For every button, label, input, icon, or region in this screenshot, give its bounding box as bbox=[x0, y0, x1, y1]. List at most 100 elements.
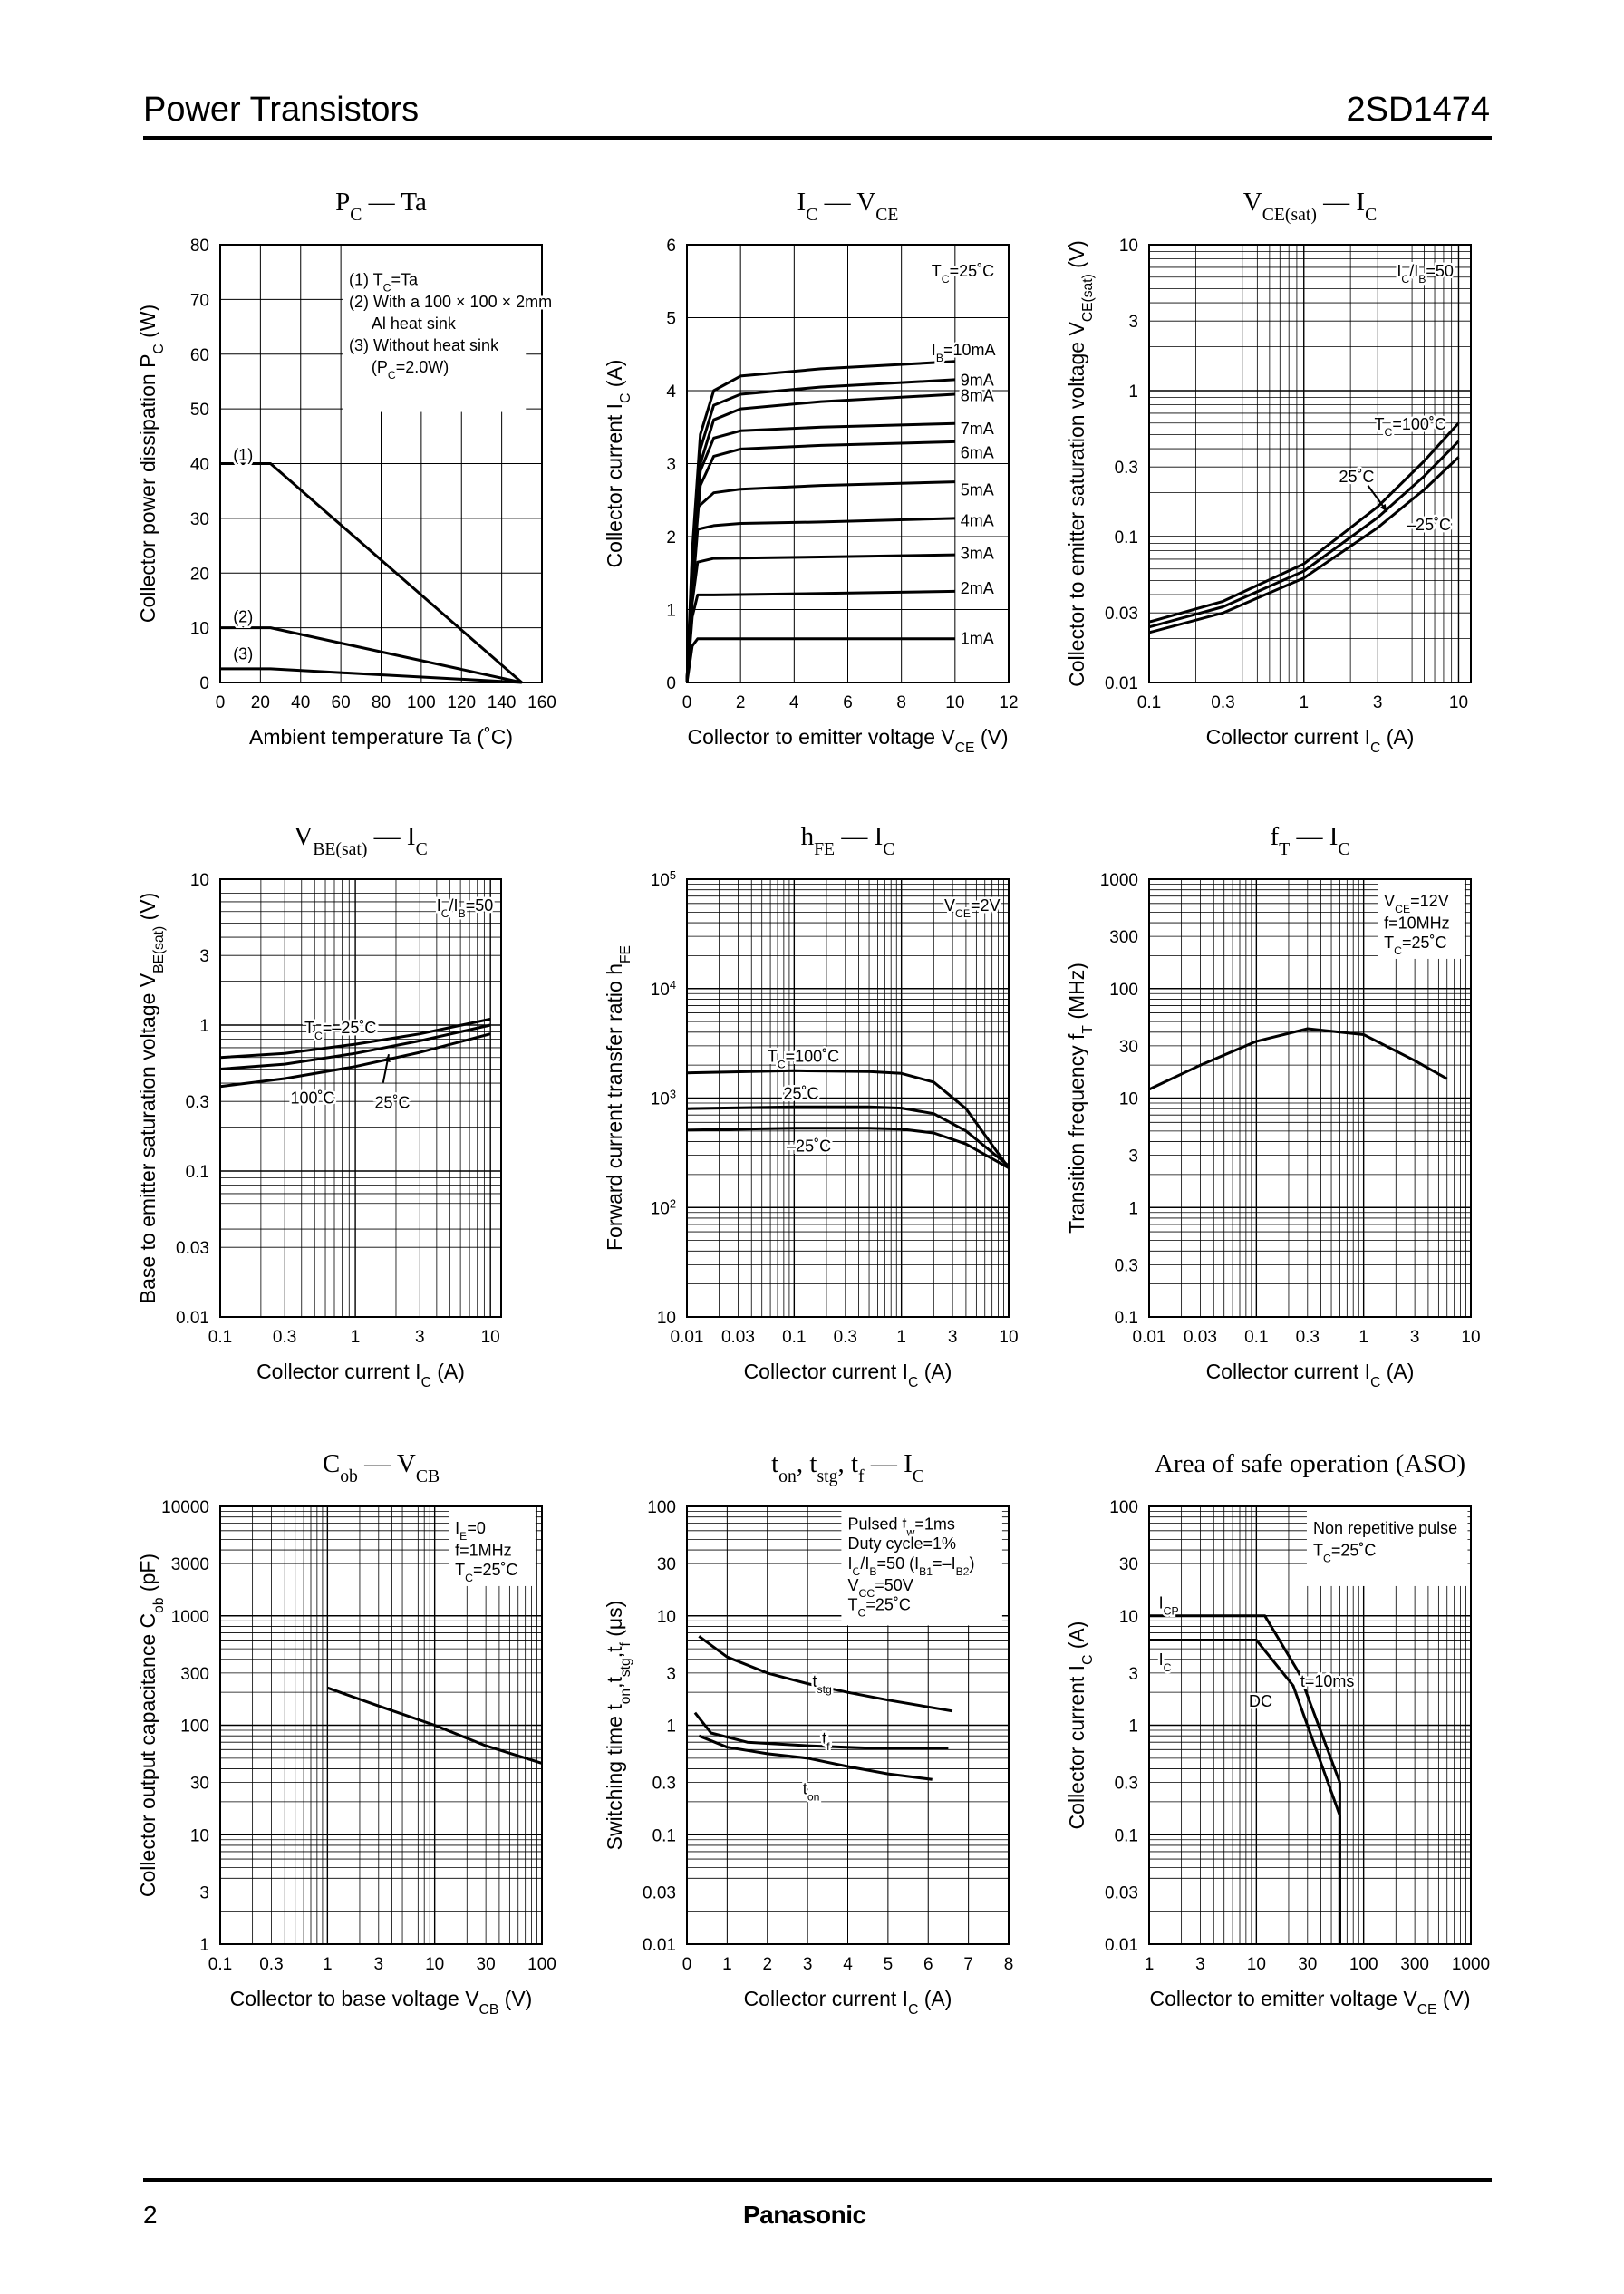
x-tick-label: 1 bbox=[896, 1328, 906, 1347]
series-line bbox=[1148, 1027, 1448, 1091]
series-line bbox=[220, 462, 523, 684]
x-tick-label: 160 bbox=[527, 693, 556, 712]
y-tick-label: 20 bbox=[190, 565, 209, 584]
series-line bbox=[1149, 1639, 1341, 1944]
series-group bbox=[220, 462, 523, 684]
x-tick-label: 8 bbox=[896, 693, 906, 712]
x-tick-label: 1 bbox=[351, 1328, 361, 1347]
header-title: Power Transistors bbox=[143, 91, 420, 129]
annotation-label: tstg bbox=[812, 1672, 832, 1696]
series-line bbox=[698, 1734, 933, 1781]
annotation-label: DC bbox=[1249, 1692, 1272, 1710]
annotation-label: TC=100˚C bbox=[1375, 415, 1446, 439]
series-line bbox=[1148, 456, 1460, 634]
y-tick-label: 5 bbox=[666, 310, 676, 329]
y-tick-label: 80 bbox=[190, 237, 209, 256]
series-line bbox=[685, 637, 955, 683]
y-tick-label: 3 bbox=[199, 1883, 209, 1902]
annotation-label: 1mA bbox=[961, 630, 994, 648]
y-tick-label: 2 bbox=[666, 528, 676, 547]
y-tick-label: 1 bbox=[1128, 1199, 1138, 1218]
y-tick-label: 0.3 bbox=[186, 1093, 209, 1112]
y-tick-label: 0.1 bbox=[652, 1826, 676, 1845]
series-line bbox=[698, 1635, 953, 1713]
x-axis-label: Collector to emitter voltage VCE (V) bbox=[687, 725, 1008, 756]
x-tick-label: 1 bbox=[1299, 693, 1309, 712]
series-line bbox=[219, 1023, 491, 1070]
annotation-label: 25˚C bbox=[375, 1093, 411, 1111]
x-tick-label: 80 bbox=[372, 693, 391, 712]
chart-aso: 1 3 10 30 100 300 1000 0.01 0.03 0.1 0.3 1 3 10 30 100 A… bbox=[1065, 1449, 1490, 2018]
series-group bbox=[326, 1686, 543, 1765]
annotation-label: Al heat sink bbox=[372, 315, 457, 333]
x-tick-label: 100 bbox=[407, 693, 436, 712]
series-group bbox=[1148, 421, 1460, 634]
x-tick-label: 10 bbox=[425, 1955, 444, 1974]
x-tick-label: 3 bbox=[1195, 1955, 1205, 1974]
plot-frame bbox=[219, 1505, 543, 1945]
x-tick-label: 0.1 bbox=[208, 1328, 232, 1347]
x-tick-label: 0.1 bbox=[1137, 693, 1161, 712]
y-tick-label: 100 bbox=[1109, 1498, 1138, 1517]
series-line bbox=[685, 553, 955, 683]
annotation-label: 25˚C bbox=[784, 1085, 819, 1103]
chart-title: Cob — VCB bbox=[323, 1449, 440, 1486]
x-tick-label: 3 bbox=[415, 1328, 425, 1347]
y-tick-label: 100 bbox=[180, 1718, 209, 1737]
y-tick-label: 3 bbox=[199, 947, 209, 966]
y-tick-label: 3 bbox=[1128, 1665, 1138, 1684]
y-tick-label: 3 bbox=[1128, 313, 1138, 332]
y-tick-label: 40 bbox=[190, 456, 209, 475]
chart-hfe_ic: 0.01 0.03 0.1 0.3 1 3 10 10 102 103 104 105 hFE — IC… bbox=[603, 822, 1019, 1390]
annotation-label: VCE=12V bbox=[1384, 892, 1449, 915]
y-axis-label: Base to emitter saturation voltage VBE(s… bbox=[136, 893, 167, 1304]
y-axis-label: Collector output capacitance Cob (pF) bbox=[136, 1554, 167, 1897]
series-line bbox=[220, 667, 522, 684]
x-tick-label: 3 bbox=[803, 1955, 813, 1974]
legend-box bbox=[1378, 880, 1464, 959]
y-tick-label: 0 bbox=[199, 674, 209, 693]
x-tick-label: 0.1 bbox=[782, 1328, 806, 1347]
footer-rule bbox=[143, 2178, 1492, 2182]
chart-switch_ic: 0 1 2 3 4 5 6 7 8 0.01 0.03 0.1 0.3 1 3 10 30 100 ton, tst… bbox=[603, 1449, 1013, 2018]
y-tick-label: 10 bbox=[190, 871, 209, 890]
annotation-label: (PC=2.0W) bbox=[372, 358, 449, 382]
annotation-label: (3) bbox=[233, 645, 253, 663]
chart-title: ton, tstg, tf — IC bbox=[771, 1449, 924, 1486]
annotation-label: 100˚C bbox=[291, 1089, 335, 1108]
y-tick-label: 0.1 bbox=[1115, 528, 1138, 547]
chart-title: VBE(sat) — IC bbox=[294, 822, 427, 859]
y-axis-label: Switching time ton,tstg,tf (μs) bbox=[603, 1601, 633, 1851]
x-tick-label: 120 bbox=[447, 693, 476, 712]
x-tick-label: 40 bbox=[291, 693, 310, 712]
y-tick-label: 1000 bbox=[171, 1608, 209, 1627]
chart-cob_vcb: 0.1 0.3 1 3 10 30 100 1 3 10 30 100 300 1000 3000 10000… bbox=[136, 1449, 556, 2018]
gridlines bbox=[1149, 245, 1471, 682]
x-tick-label: 1 bbox=[1358, 1328, 1368, 1347]
y-axis-label: Transition frequency fT (MHz) bbox=[1065, 963, 1096, 1234]
x-tick-label: 0.3 bbox=[273, 1328, 296, 1347]
chart-title: PC — Ta bbox=[335, 188, 427, 225]
chart-ft_ic: 0.01 0.03 0.1 0.3 1 3 10 0.1 0.3 1 3 10 30 100 300 1000… bbox=[1065, 822, 1481, 1390]
series-line bbox=[686, 1105, 1010, 1167]
chart-vcesat_ic: 0.1 0.3 1 3 10 0.01 0.03 0.1 0.3 1 3 10 VCE(sat) — I… bbox=[1065, 188, 1472, 756]
gridlines bbox=[1149, 1506, 1471, 1944]
annotation-label: TC=25˚C bbox=[932, 262, 994, 286]
annotation-label: VCC=50V bbox=[848, 1576, 914, 1600]
y-tick-label: 10 bbox=[190, 620, 209, 639]
y-tick-label: 30 bbox=[1119, 1555, 1138, 1574]
y-tick-label: 105 bbox=[651, 868, 676, 891]
plot-frame bbox=[686, 1505, 1010, 1945]
x-tick-label: 0.03 bbox=[721, 1328, 755, 1347]
annotation-label: IE=0 bbox=[455, 1519, 486, 1543]
chart-pc_ta: 0 20 40 60 80 100 120 140 160 0 10 20 30 40 50 60 70 80 PC… bbox=[136, 188, 556, 749]
y-tick-label: 10 bbox=[1119, 237, 1138, 256]
annotation-label: TC=25˚C bbox=[848, 1596, 911, 1620]
y-tick-label: 1 bbox=[666, 1718, 676, 1737]
annotation-label: 8mA bbox=[961, 387, 994, 405]
x-tick-label: 10 bbox=[1449, 693, 1468, 712]
series-line bbox=[220, 626, 523, 684]
annotation-label: –25˚C bbox=[787, 1137, 831, 1156]
x-axis-label: Collector current IC (A) bbox=[744, 1360, 952, 1390]
